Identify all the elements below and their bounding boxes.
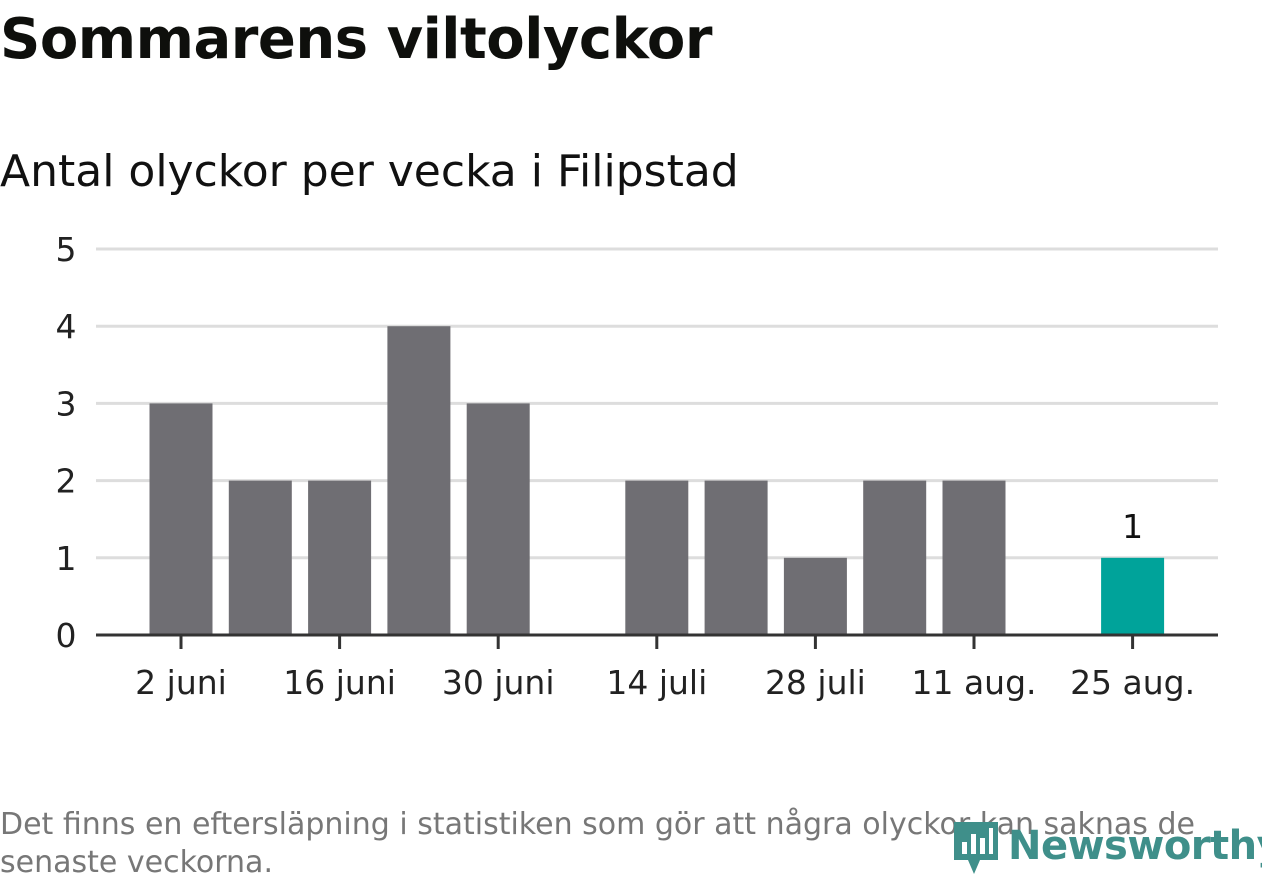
y-axis-ticks: 0 1 2 3 4 5 xyxy=(56,230,77,655)
y-tick-label: 1 xyxy=(56,539,77,578)
data-label: 1 xyxy=(1122,507,1143,546)
bar-2-juni xyxy=(149,403,213,635)
bar-14-juli xyxy=(625,480,689,635)
y-tick-label: 2 xyxy=(56,462,77,501)
bar-21-juli xyxy=(704,480,768,635)
chart-title: Sommarens viltolyckor xyxy=(0,7,712,72)
chart-subtitle: Antal olyckor per vecka i Filipstad xyxy=(0,146,739,197)
bar-4-aug- xyxy=(863,480,927,635)
x-tick-label: 28 juli xyxy=(765,663,866,702)
newsworthy-logo-text: Newsworthy xyxy=(1008,823,1262,869)
x-tick-label: 11 aug. xyxy=(911,663,1036,702)
bars xyxy=(149,326,1165,635)
bar-16-juni xyxy=(308,480,372,635)
bar-23-juni xyxy=(387,326,451,635)
bar-28-juli xyxy=(783,557,847,635)
newsworthy-logo: Newsworthy xyxy=(950,814,1262,878)
y-tick-label: 4 xyxy=(56,307,77,346)
x-tick-label: 2 juni xyxy=(135,663,227,702)
y-tick-label: 3 xyxy=(56,384,77,423)
x-tick-label: 25 aug. xyxy=(1070,663,1195,702)
y-tick-label: 0 xyxy=(56,616,77,655)
bar-11-aug- xyxy=(942,480,1006,635)
x-tick-label: 16 juni xyxy=(283,663,396,702)
bar-25-aug- xyxy=(1101,557,1165,635)
x-tick-label: 14 juli xyxy=(606,663,707,702)
x-axis-ticks: 2 juni 16 juni 30 juni 14 juli 28 juli 11 aug… xyxy=(135,635,1195,702)
data-labels: 1 xyxy=(1122,507,1143,546)
bar-30-juni xyxy=(466,403,530,635)
x-tick-label: 30 juni xyxy=(442,663,555,702)
y-tick-label: 5 xyxy=(56,230,77,269)
bar-9-juni xyxy=(228,480,292,635)
newsworthy-logo-icon xyxy=(954,822,998,874)
